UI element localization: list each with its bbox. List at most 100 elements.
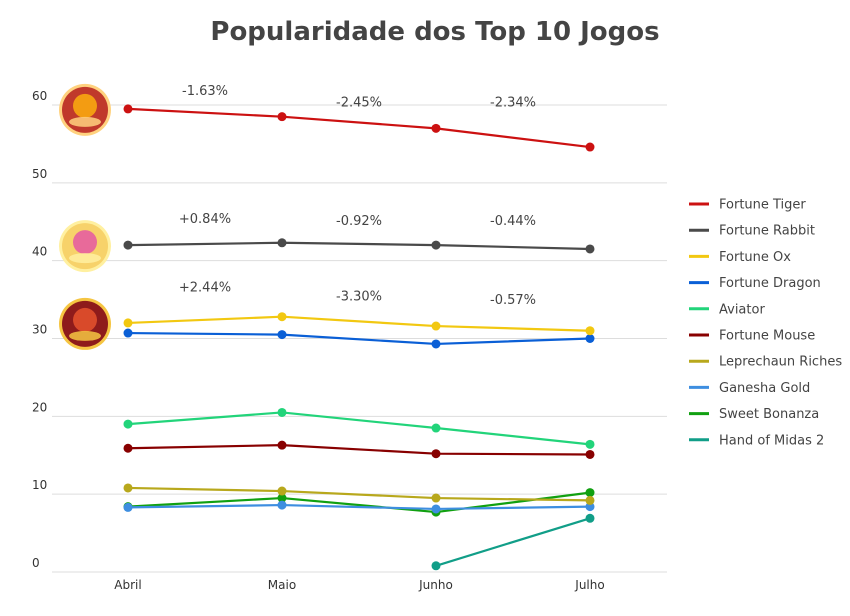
legend-item: Fortune Dragon bbox=[689, 276, 821, 291]
series-fortune-dragon bbox=[123, 328, 595, 349]
y-tick-label: 0 bbox=[32, 556, 40, 570]
data-point bbox=[585, 244, 595, 254]
series-ganesha-gold bbox=[123, 500, 595, 514]
series-line bbox=[126, 503, 592, 511]
legend: Fortune Tiger Fortune Rabbit Fortune Ox For… bbox=[689, 198, 842, 448]
x-axis-ticks: Abril Maio Junho Julho bbox=[114, 578, 604, 592]
y-tick-label: 30 bbox=[32, 323, 47, 337]
series-aviator bbox=[123, 407, 595, 449]
data-point bbox=[585, 495, 595, 505]
legend-item: Sweet Bonanza bbox=[689, 407, 819, 422]
legend-item: Fortune Tiger bbox=[689, 198, 806, 213]
icon-face bbox=[73, 230, 97, 255]
data-point bbox=[431, 240, 441, 250]
data-point bbox=[277, 330, 287, 340]
legend-item: Hand of Midas 2 bbox=[689, 433, 824, 448]
change-label: -2.45% bbox=[336, 96, 382, 111]
legend-label: Fortune Mouse bbox=[719, 329, 815, 344]
legend-item: Fortune Mouse bbox=[689, 329, 815, 344]
data-point bbox=[123, 483, 133, 493]
chart-title: Popularidade dos Top 10 Jogos bbox=[210, 17, 659, 47]
data-point bbox=[123, 502, 133, 512]
series-line bbox=[126, 107, 592, 149]
change-label: -3.30% bbox=[336, 290, 382, 305]
fortune-tiger-icon bbox=[59, 83, 111, 136]
game-icons bbox=[59, 83, 111, 350]
legend-label: Fortune Ox bbox=[719, 250, 791, 265]
series-fortune-rabbit bbox=[123, 238, 595, 254]
data-point bbox=[277, 500, 287, 510]
data-point bbox=[431, 123, 441, 133]
series-line bbox=[126, 491, 592, 514]
series-fortune-ox bbox=[123, 312, 595, 336]
icon-banner bbox=[69, 116, 101, 127]
data-point bbox=[431, 321, 441, 331]
legend-label: Fortune Tiger bbox=[719, 198, 806, 213]
data-point bbox=[277, 112, 287, 122]
data-point bbox=[123, 443, 133, 453]
legend-label: Sweet Bonanza bbox=[719, 407, 819, 422]
series-line bbox=[126, 444, 592, 456]
data-point bbox=[277, 486, 287, 496]
legend-item: Leprechaun Riches bbox=[689, 355, 842, 370]
data-point bbox=[431, 449, 441, 459]
data-point bbox=[585, 334, 595, 343]
x-tick-label: Maio bbox=[268, 578, 296, 592]
legend-item: Ganesha Gold bbox=[689, 381, 810, 396]
data-point bbox=[277, 312, 287, 322]
series-line bbox=[126, 315, 592, 332]
data-point bbox=[277, 407, 287, 417]
change-label: -0.44% bbox=[490, 214, 536, 229]
legend-label: Aviator bbox=[719, 302, 765, 317]
data-point bbox=[431, 504, 441, 514]
legend-label: Leprechaun Riches bbox=[719, 355, 842, 370]
series-line bbox=[126, 331, 592, 346]
legend-item: Aviator bbox=[689, 302, 765, 317]
change-label: -1.63% bbox=[182, 84, 228, 99]
data-point bbox=[277, 440, 287, 450]
change-label: -0.57% bbox=[490, 293, 536, 308]
legend-item: Fortune Ox bbox=[689, 250, 791, 265]
legend-label: Hand of Midas 2 bbox=[719, 433, 824, 448]
legend-item: Fortune Rabbit bbox=[689, 224, 815, 239]
series-fortune-mouse bbox=[123, 440, 595, 459]
fortune-rabbit-icon bbox=[59, 220, 111, 273]
data-point bbox=[585, 439, 595, 449]
data-point bbox=[585, 142, 595, 152]
series-line bbox=[126, 486, 592, 502]
data-point bbox=[431, 561, 441, 571]
x-tick-label: Abril bbox=[114, 578, 141, 592]
change-label: +0.84% bbox=[179, 212, 231, 227]
x-tick-label: Julho bbox=[574, 578, 604, 592]
legend-label: Fortune Rabbit bbox=[719, 224, 815, 239]
fortune-ox-icon bbox=[59, 297, 111, 350]
legend-label: Ganesha Gold bbox=[719, 381, 810, 396]
series-line bbox=[126, 411, 592, 446]
series-lines bbox=[123, 104, 595, 571]
icon-banner bbox=[69, 253, 101, 264]
change-label: -2.34% bbox=[490, 95, 536, 110]
data-point bbox=[431, 339, 441, 349]
change-label: +2.44% bbox=[179, 281, 231, 296]
legend-label: Fortune Dragon bbox=[719, 276, 821, 291]
icon-face bbox=[73, 93, 97, 118]
icon-face bbox=[73, 307, 97, 332]
data-point bbox=[123, 419, 133, 429]
data-point bbox=[585, 326, 595, 336]
data-point bbox=[585, 488, 595, 498]
series-leprechaun-riches bbox=[123, 483, 595, 505]
y-tick-label: 50 bbox=[32, 167, 47, 181]
series-line bbox=[126, 241, 592, 251]
data-point bbox=[585, 449, 595, 459]
series-fortune-tiger bbox=[123, 104, 595, 152]
y-axis-ticks: 0 10 20 30 40 50 60 bbox=[32, 89, 47, 570]
data-point bbox=[123, 240, 133, 250]
icon-banner bbox=[69, 330, 101, 341]
data-point bbox=[123, 104, 133, 114]
data-point bbox=[431, 423, 441, 433]
x-tick-label: Junho bbox=[418, 578, 453, 592]
series-line bbox=[434, 517, 592, 567]
data-point bbox=[431, 493, 441, 503]
data-point bbox=[277, 493, 287, 503]
